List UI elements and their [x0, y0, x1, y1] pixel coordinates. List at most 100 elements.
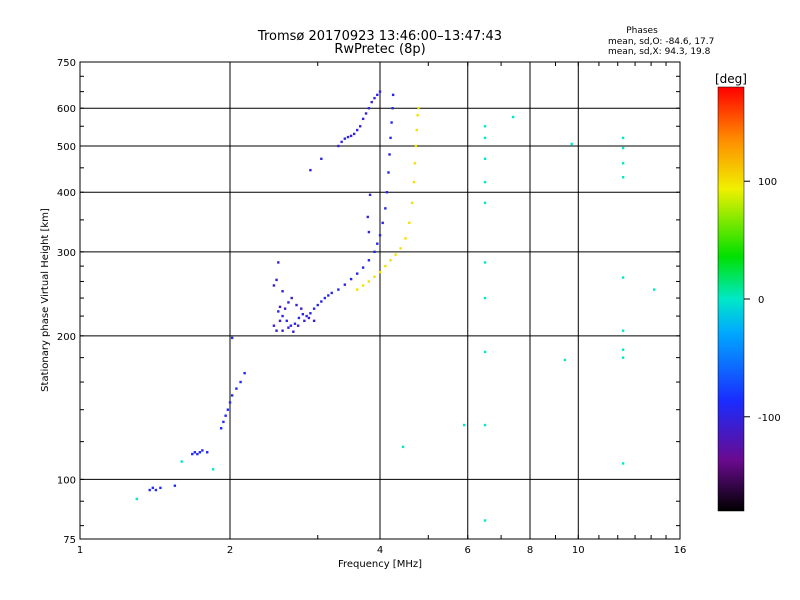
- echo-point: [417, 107, 420, 110]
- echo-point: [381, 221, 384, 225]
- echo-point: [367, 107, 371, 110]
- echo-point: [222, 420, 225, 424]
- echo-point: [196, 452, 199, 456]
- echo-point: [367, 280, 371, 283]
- echo-point: [378, 270, 382, 274]
- x-tick-label: 10: [572, 545, 585, 556]
- echo-point: [337, 288, 340, 291]
- echo-point: [483, 261, 487, 264]
- echo-point: [621, 146, 625, 150]
- echo-point: [366, 215, 369, 219]
- echo-point: [316, 303, 319, 307]
- echo-point: [462, 423, 466, 427]
- echo-point: [193, 451, 197, 454]
- echo-point: [370, 100, 373, 104]
- echo-point: [388, 153, 391, 156]
- echo-point: [483, 519, 487, 522]
- x-axis-label: Frequency [MHz]: [338, 559, 422, 570]
- echo-point: [373, 275, 376, 278]
- echo-point: [277, 261, 280, 264]
- echo-point: [483, 423, 487, 427]
- echo-point: [340, 140, 343, 144]
- y-tick-label: 200: [57, 332, 76, 343]
- echo-point: [412, 180, 416, 184]
- echo-point: [235, 387, 238, 390]
- echo-point: [295, 303, 298, 307]
- echo-point: [483, 136, 487, 140]
- echo-point: [389, 259, 392, 262]
- echo-point: [343, 137, 347, 140]
- echo-point: [378, 234, 382, 237]
- echo-point: [387, 171, 390, 174]
- stats-line-o: mean, sd,O: -84.6, 17.7: [608, 37, 714, 47]
- echo-point: [151, 486, 155, 490]
- chart-subtitle: RwPretec (8p): [334, 42, 425, 57]
- echo-point: [483, 125, 487, 128]
- echo-point: [399, 247, 402, 250]
- echo-point: [230, 336, 234, 340]
- echo-point: [621, 329, 625, 332]
- echo-point: [621, 462, 625, 465]
- echo-point: [281, 290, 284, 293]
- echo-point: [228, 401, 232, 404]
- stats-title: Phases: [626, 26, 658, 36]
- echo-point: [391, 93, 395, 97]
- x-tick-label: 6: [465, 545, 471, 556]
- echo-point: [378, 90, 382, 93]
- echo-point: [367, 230, 371, 234]
- echo-point: [415, 128, 418, 132]
- echo-point: [224, 414, 227, 417]
- echo-point: [368, 193, 372, 197]
- echo-point: [323, 296, 327, 300]
- echo-point: [343, 283, 347, 286]
- echo-point: [305, 314, 308, 318]
- y-tick-label: 300: [57, 248, 76, 259]
- x-tick-label: 16: [674, 545, 687, 556]
- echo-point: [201, 449, 204, 452]
- echo-point: [243, 371, 246, 375]
- echo-point: [355, 272, 359, 275]
- echo-point: [621, 176, 625, 179]
- echo-point: [408, 221, 411, 225]
- echo-point: [385, 191, 389, 194]
- echo-point: [652, 288, 656, 291]
- echo-point: [272, 284, 276, 287]
- echo-point: [361, 266, 365, 269]
- y-tick-label: 75: [63, 535, 76, 546]
- y-tick-label: 750: [57, 58, 76, 69]
- echo-point: [384, 207, 387, 210]
- echo-point: [364, 112, 368, 115]
- echo-point: [293, 322, 297, 325]
- data-points: [135, 90, 656, 522]
- echo-point: [226, 408, 230, 411]
- echo-point: [281, 329, 284, 332]
- x-tick-label: 1: [77, 545, 83, 556]
- echo-point: [230, 394, 234, 397]
- echo-point: [135, 497, 138, 501]
- echo-point: [355, 288, 359, 291]
- echo-point: [148, 488, 151, 492]
- echo-point: [309, 168, 312, 172]
- echo-point: [198, 451, 202, 454]
- colorbar: [717, 86, 745, 512]
- echo-point: [180, 460, 183, 463]
- stats-line-x: mean, sd,X: 94.3, 19.8: [608, 47, 711, 57]
- echo-point: [285, 319, 288, 323]
- echo-point: [384, 264, 387, 268]
- echo-point: [373, 96, 376, 100]
- echo-point: [355, 128, 359, 132]
- echo-point: [410, 201, 414, 205]
- echo-point: [621, 136, 625, 140]
- echo-point: [361, 117, 365, 121]
- echo-point: [483, 350, 487, 354]
- echo-point: [290, 296, 293, 300]
- echo-point: [511, 115, 515, 119]
- echo-point: [300, 307, 303, 310]
- echo-point: [483, 201, 487, 205]
- echo-point: [416, 114, 419, 117]
- echo-point: [154, 488, 158, 492]
- colorbar-tick-label: 0: [758, 295, 764, 306]
- echo-point: [367, 259, 371, 262]
- echo-point: [376, 93, 379, 97]
- echo-point: [287, 301, 290, 304]
